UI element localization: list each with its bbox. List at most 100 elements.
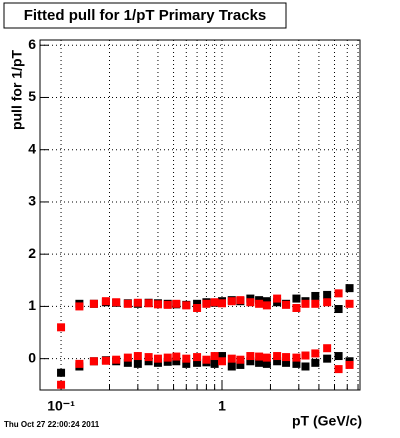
marker (311, 358, 320, 367)
marker (227, 362, 236, 371)
y-tick-label: 3 (28, 193, 36, 209)
marker (182, 354, 191, 363)
marker (210, 359, 219, 368)
marker (301, 362, 310, 371)
plot-frame (39, 39, 361, 391)
marker (262, 359, 271, 368)
marker (112, 355, 121, 364)
marker (123, 358, 132, 367)
y-tick-label: 0 (28, 349, 36, 365)
marker (246, 298, 255, 307)
marker (236, 355, 245, 364)
marker (218, 299, 227, 308)
marker (153, 354, 162, 363)
marker (345, 360, 354, 369)
marker (218, 352, 227, 361)
marker (163, 300, 172, 309)
marker (311, 299, 320, 308)
marker (273, 352, 282, 361)
marker (144, 357, 153, 366)
marker (282, 300, 291, 309)
marker (123, 299, 132, 308)
marker (262, 353, 271, 362)
marker (292, 303, 301, 312)
chart-title: Fitted pull for 1/pT Primary Tracks (24, 7, 267, 24)
marker (345, 299, 354, 308)
marker (334, 352, 343, 361)
title-box (3, 2, 287, 29)
marker (182, 359, 191, 368)
y-tick-label: 1 (28, 297, 36, 313)
marker (153, 300, 162, 309)
x-tick-label: 1 (218, 398, 226, 414)
marker (246, 357, 255, 366)
marker (133, 298, 142, 307)
marker (193, 303, 202, 312)
marker (236, 360, 245, 369)
marker (133, 359, 142, 368)
marker (334, 289, 343, 298)
marker (75, 359, 84, 368)
marker (273, 357, 282, 366)
marker (101, 297, 110, 306)
marker (282, 353, 291, 362)
marker (255, 352, 264, 361)
marker (262, 301, 271, 310)
marker (301, 351, 310, 360)
marker (202, 355, 211, 364)
marker (262, 297, 271, 306)
y-tick-label: 4 (28, 140, 36, 156)
marker (227, 354, 236, 363)
marker (112, 298, 121, 307)
marker (193, 358, 202, 367)
x-tick-label: 10⁻¹ (47, 398, 75, 414)
y-tick-label: 5 (28, 88, 36, 104)
marker (75, 302, 84, 311)
marker (172, 352, 181, 361)
marker (323, 344, 332, 353)
marker (172, 357, 181, 366)
marker (323, 290, 332, 299)
marker (227, 297, 236, 306)
marker (163, 353, 172, 362)
marker (182, 301, 191, 310)
marker (89, 299, 98, 308)
y-tick-label: 2 (28, 245, 36, 261)
marker (311, 349, 320, 358)
marker (163, 357, 172, 366)
marker (255, 358, 264, 367)
marker (218, 357, 227, 366)
marker (57, 380, 66, 389)
marker (292, 359, 301, 368)
marker (193, 299, 202, 308)
marker (292, 294, 301, 303)
marker (144, 353, 153, 362)
y-axis-label: pull for 1/pT (9, 50, 25, 131)
marker (202, 299, 211, 308)
marker (334, 305, 343, 314)
marker (255, 299, 264, 308)
marker (282, 358, 291, 367)
marker (57, 323, 66, 332)
marker (193, 353, 202, 362)
marker (246, 352, 255, 361)
marker (323, 298, 332, 307)
marker (153, 358, 162, 367)
marker (172, 299, 181, 308)
marker (133, 352, 142, 361)
marker (292, 353, 301, 362)
marker (301, 299, 310, 308)
marker (123, 353, 132, 362)
marker (273, 294, 282, 303)
marker (311, 291, 320, 300)
marker (89, 357, 98, 366)
marker (144, 299, 153, 308)
marker (101, 356, 110, 365)
marker (345, 284, 354, 293)
marker (323, 354, 332, 363)
marker (334, 365, 343, 374)
x-axis-label: pT (GeV/c) (292, 413, 362, 429)
y-tick-label: 6 (28, 36, 36, 52)
marker (57, 368, 66, 377)
